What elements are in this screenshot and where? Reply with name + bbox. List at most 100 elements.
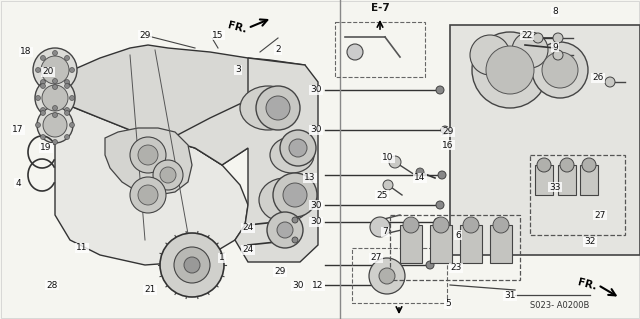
Polygon shape [55, 105, 248, 265]
Circle shape [40, 135, 45, 139]
Bar [352, 248, 447, 303]
Text: 7: 7 [382, 227, 388, 236]
Circle shape [426, 261, 434, 269]
Circle shape [33, 48, 77, 92]
Text: 28: 28 [46, 280, 58, 290]
Circle shape [52, 78, 58, 84]
Circle shape [472, 32, 548, 108]
Circle shape [130, 137, 166, 173]
Text: 17: 17 [12, 125, 24, 135]
Circle shape [277, 222, 293, 238]
Ellipse shape [240, 86, 296, 130]
Circle shape [347, 44, 363, 60]
Circle shape [434, 218, 442, 226]
Circle shape [43, 113, 67, 137]
Circle shape [65, 84, 70, 88]
Bar [390, 215, 520, 280]
Circle shape [553, 50, 563, 60]
Circle shape [379, 268, 395, 284]
Polygon shape [55, 45, 305, 165]
Circle shape [153, 160, 183, 190]
Circle shape [370, 217, 390, 237]
Text: 23: 23 [451, 263, 461, 272]
Circle shape [433, 217, 449, 233]
Circle shape [605, 77, 615, 87]
Circle shape [416, 168, 424, 176]
Circle shape [486, 46, 534, 94]
Circle shape [35, 78, 75, 118]
Text: 30: 30 [292, 281, 304, 291]
Text: 2: 2 [275, 46, 281, 55]
Circle shape [512, 32, 548, 68]
Circle shape [582, 158, 596, 172]
Circle shape [463, 217, 479, 233]
Circle shape [40, 56, 45, 61]
Text: 20: 20 [42, 68, 54, 77]
Circle shape [52, 50, 58, 56]
Circle shape [441, 126, 449, 134]
Text: 3: 3 [235, 65, 241, 75]
Circle shape [273, 173, 317, 217]
Circle shape [65, 110, 70, 115]
Circle shape [70, 122, 74, 128]
Bar [460, 225, 482, 263]
Circle shape [40, 110, 45, 115]
Circle shape [52, 139, 58, 145]
Circle shape [65, 108, 70, 113]
Circle shape [542, 52, 578, 88]
Circle shape [138, 145, 158, 165]
Text: 18: 18 [20, 48, 32, 56]
Text: 6: 6 [455, 231, 461, 240]
Circle shape [283, 183, 307, 207]
Circle shape [37, 107, 73, 143]
Text: 24: 24 [243, 246, 253, 255]
Ellipse shape [259, 178, 311, 222]
Text: 21: 21 [144, 286, 156, 294]
Text: 15: 15 [212, 31, 224, 40]
Circle shape [369, 258, 405, 294]
Circle shape [40, 79, 45, 85]
Circle shape [436, 86, 444, 94]
Polygon shape [168, 58, 318, 262]
Text: 11: 11 [76, 243, 88, 253]
Bar [530, 155, 625, 235]
Circle shape [383, 180, 393, 190]
Bar [430, 225, 452, 263]
Circle shape [438, 171, 446, 179]
Text: 8: 8 [552, 8, 558, 17]
Text: 14: 14 [414, 174, 426, 182]
Text: 29: 29 [442, 128, 454, 137]
Bar [535, 165, 553, 195]
Text: E-7: E-7 [371, 3, 389, 13]
Bar [490, 225, 512, 263]
Text: 30: 30 [310, 85, 322, 94]
Text: 30: 30 [310, 125, 322, 135]
Circle shape [70, 95, 74, 100]
Bar [580, 165, 598, 195]
Circle shape [493, 217, 509, 233]
Text: 24: 24 [243, 224, 253, 233]
Text: FR.: FR. [577, 278, 598, 292]
Circle shape [35, 68, 40, 72]
Circle shape [52, 106, 58, 110]
Circle shape [41, 56, 69, 84]
Text: 22: 22 [522, 31, 532, 40]
Circle shape [52, 113, 58, 117]
Text: 29: 29 [140, 31, 150, 40]
Text: 16: 16 [442, 140, 454, 150]
Text: 26: 26 [592, 73, 604, 83]
Circle shape [40, 84, 45, 88]
Text: 32: 32 [584, 238, 596, 247]
Circle shape [130, 177, 166, 213]
Bar [335, 22, 425, 77]
Text: 27: 27 [371, 254, 381, 263]
Circle shape [160, 167, 176, 183]
Text: 33: 33 [549, 182, 561, 191]
Circle shape [386, 281, 394, 289]
Circle shape [40, 108, 45, 113]
Text: 27: 27 [595, 211, 605, 219]
Text: 25: 25 [376, 190, 388, 199]
Text: 19: 19 [40, 144, 52, 152]
Text: 9: 9 [552, 42, 558, 51]
Text: FR.: FR. [227, 21, 248, 35]
